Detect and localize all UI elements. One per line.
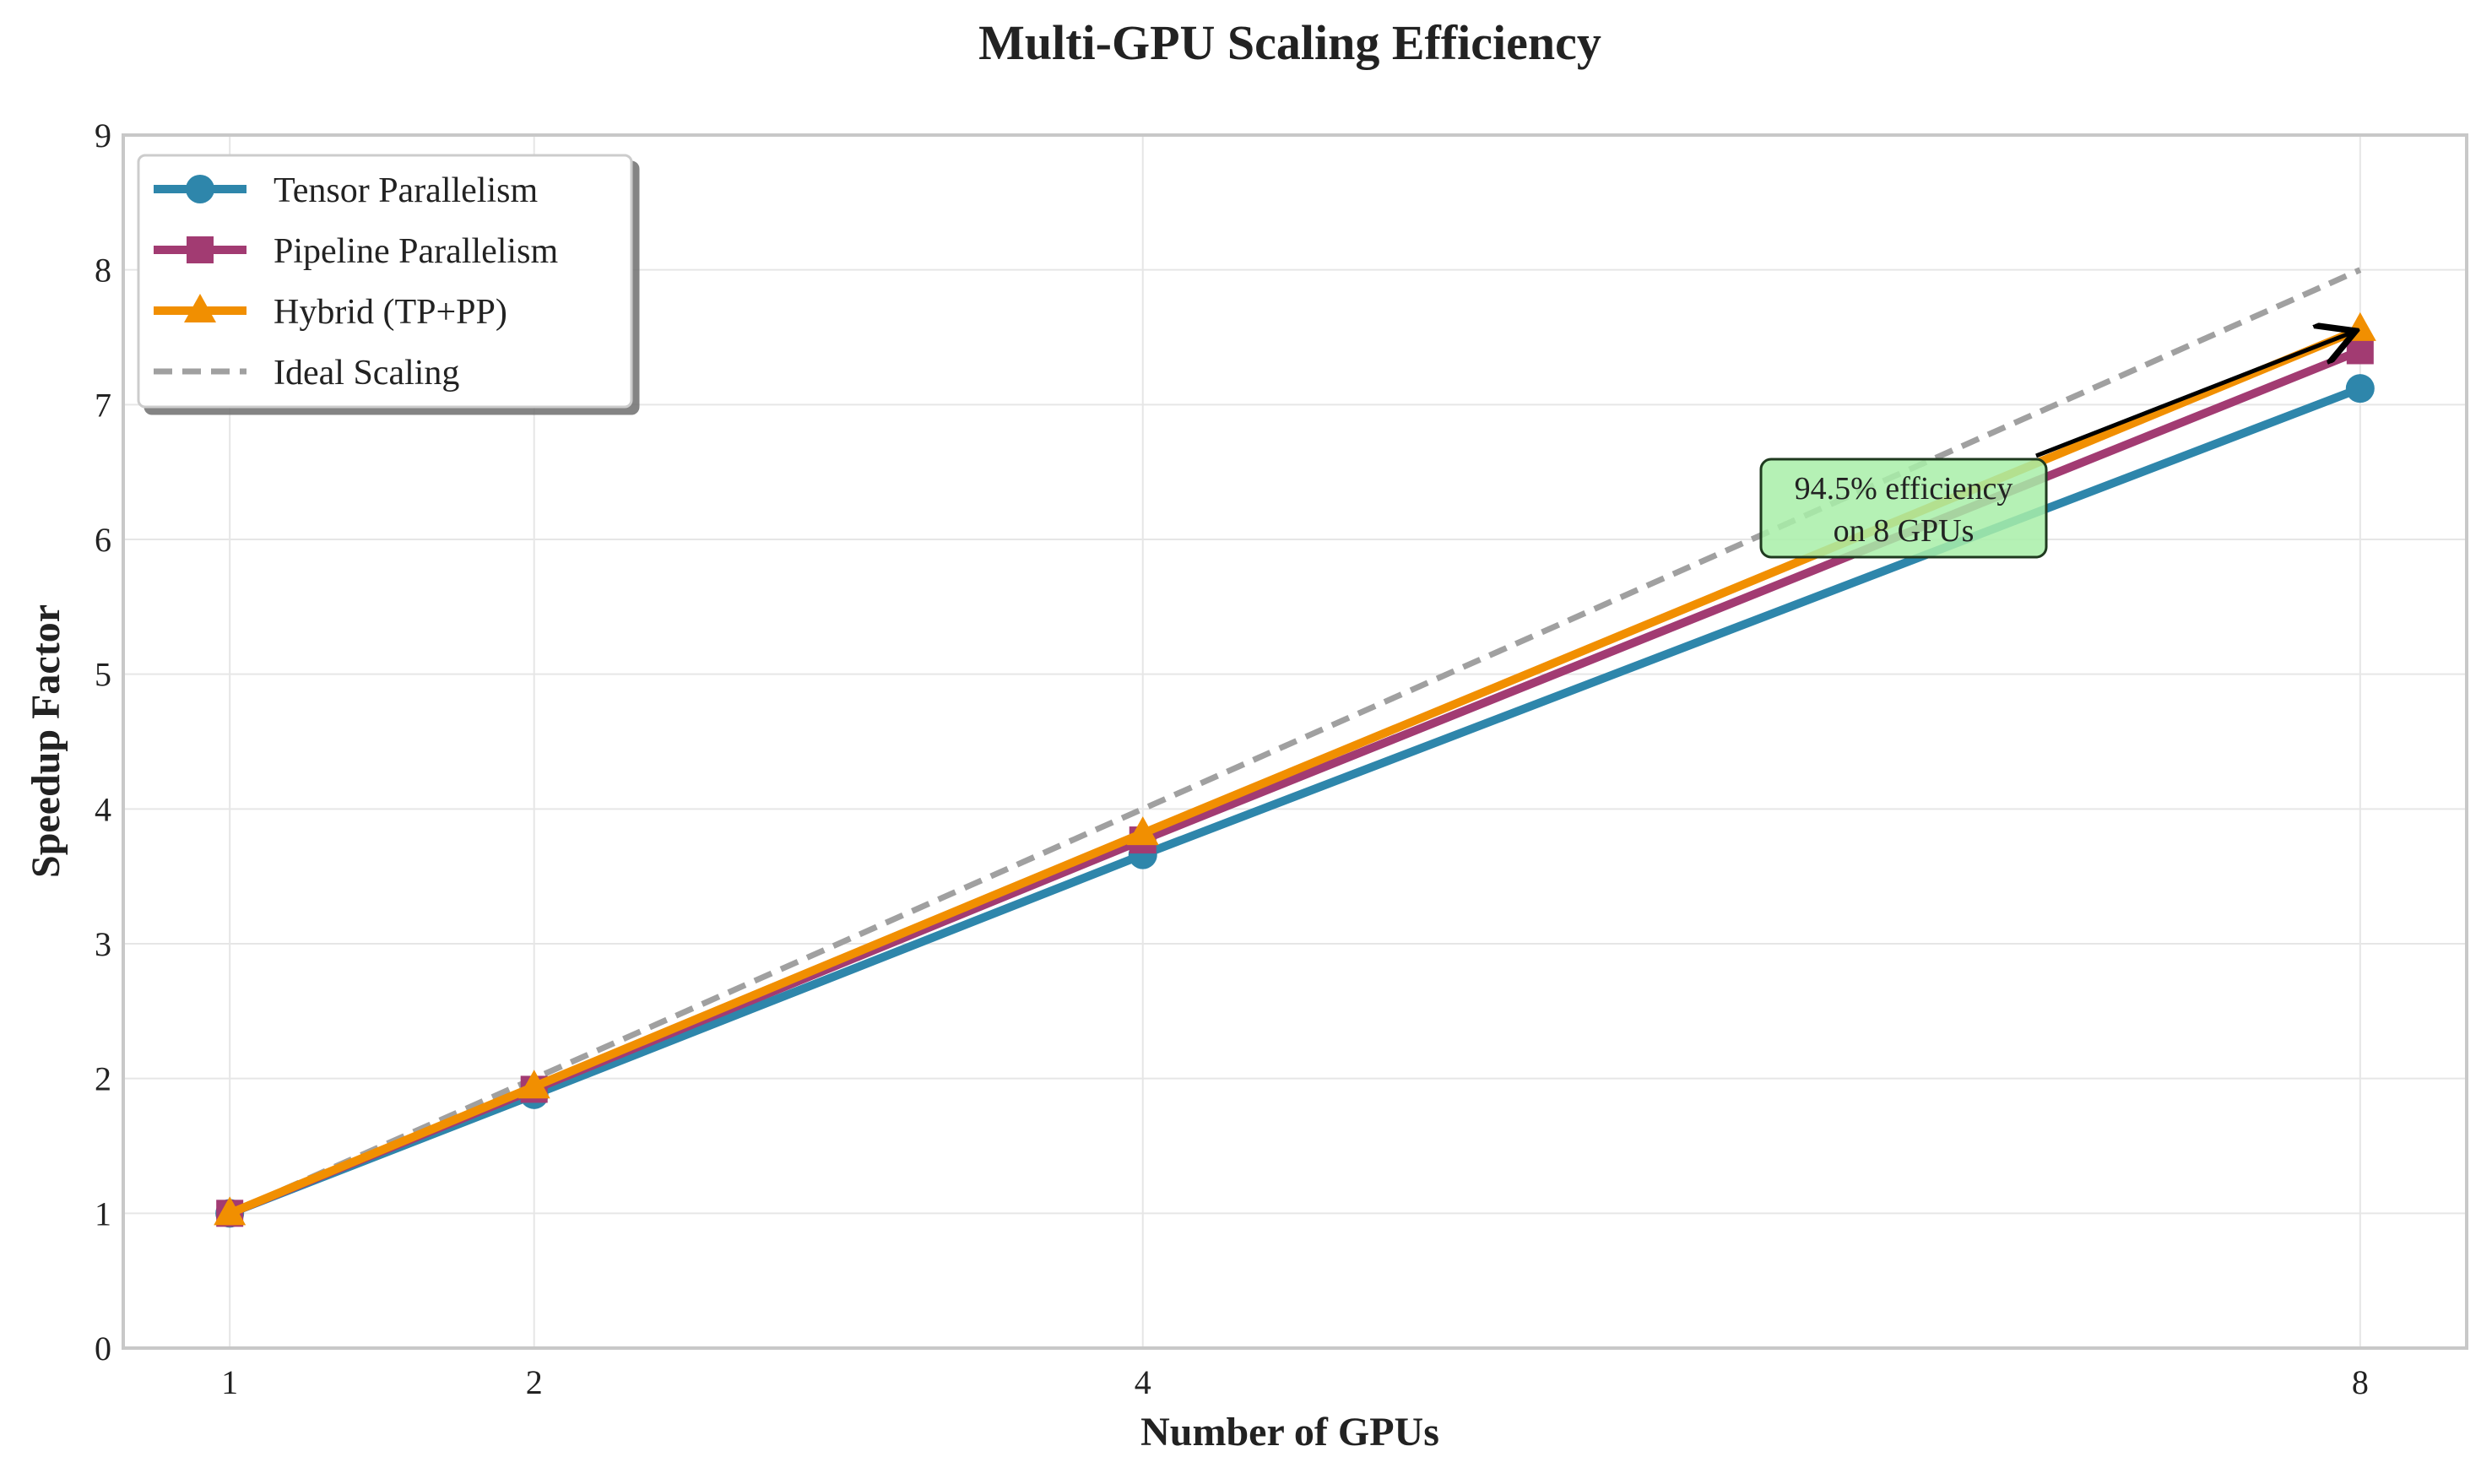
y-axis-label: Speedup Factor	[24, 604, 68, 878]
y-tick-label: 9	[95, 116, 111, 154]
data-point-tensor-parallelism	[2345, 374, 2375, 403]
legend-marker-tensor-parallelism	[186, 175, 214, 203]
x-tick-label: 4	[1135, 1363, 1151, 1401]
legend-label-pipeline-parallelism: Pipeline Parallelism	[274, 232, 558, 271]
series-ideal-scaling	[228, 267, 2362, 1216]
legend-label-tensor-parallelism: Tensor Parallelism	[274, 171, 538, 210]
data-point-hybrid-tp-pp	[517, 1070, 550, 1099]
legend-item-ideal-scaling[interactable]: Ideal Scaling	[154, 354, 459, 393]
x-axis-label: Number of GPUs	[1140, 1410, 1439, 1454]
series-line-hybrid-tp-pp	[228, 325, 2362, 1217]
annotation-text: on 8 GPUs	[1834, 513, 1975, 549]
y-tick-label: 5	[95, 656, 111, 694]
legend[interactable]: Tensor Parallelism Pipeline Parallelism Hy…	[137, 154, 633, 409]
annotation-text: 94.5% efficiency	[1795, 471, 2013, 506]
series-line-ideal-scaling	[228, 267, 2362, 1216]
x-tick-label: 2	[526, 1363, 543, 1401]
legend-marker-pipeline-parallelism	[187, 236, 214, 263]
legend-box	[137, 154, 633, 409]
x-tick-label: 1	[221, 1363, 238, 1401]
series-hybrid-tp-pp	[214, 311, 2376, 1226]
data-point-hybrid-tp-pp	[2343, 311, 2376, 341]
y-tick-label: 2	[95, 1060, 111, 1098]
annotation-box	[1759, 458, 2048, 559]
legend-label-hybrid-tp-pp: Hybrid (TP+PP)	[274, 293, 507, 332]
legend-marker-hybrid-tp-pp	[184, 294, 216, 322]
y-tick-label: 8	[95, 252, 111, 290]
legend-item-hybrid-tp-pp[interactable]: Hybrid (TP+PP)	[154, 293, 507, 332]
y-tick-label: 6	[95, 521, 111, 559]
legend-label-ideal-scaling: Ideal Scaling	[274, 354, 459, 393]
y-tick-label: 0	[95, 1330, 111, 1368]
data-point-pipeline-parallelism	[2346, 337, 2374, 365]
efficiency-annotation: 94.5% efficiency on 8 GPUs	[1759, 333, 2352, 559]
chart-title: Multi-GPU Scaling Efficiency	[978, 15, 1601, 70]
y-tick-label: 3	[95, 925, 111, 963]
x-tick-label: 8	[2352, 1363, 2369, 1401]
y-axis-ticks: 0 1 2 3 4 5 6 7 8 9	[95, 116, 111, 1368]
x-axis-ticks: 1 2 4 8	[221, 1363, 2369, 1401]
annotation-arrow	[2035, 333, 2352, 458]
data-point-hybrid-tp-pp	[1126, 816, 1159, 846]
series-layer	[214, 267, 2376, 1228]
plot-frame	[122, 133, 2468, 1350]
legend-item-tensor-parallelism[interactable]: Tensor Parallelism	[154, 171, 538, 210]
data-point-hybrid-tp-pp	[214, 1196, 246, 1226]
y-tick-label: 4	[95, 790, 111, 828]
y-tick-label: 7	[95, 386, 111, 424]
legend-item-pipeline-parallelism[interactable]: Pipeline Parallelism	[154, 232, 558, 271]
y-tick-label: 1	[95, 1194, 111, 1232]
